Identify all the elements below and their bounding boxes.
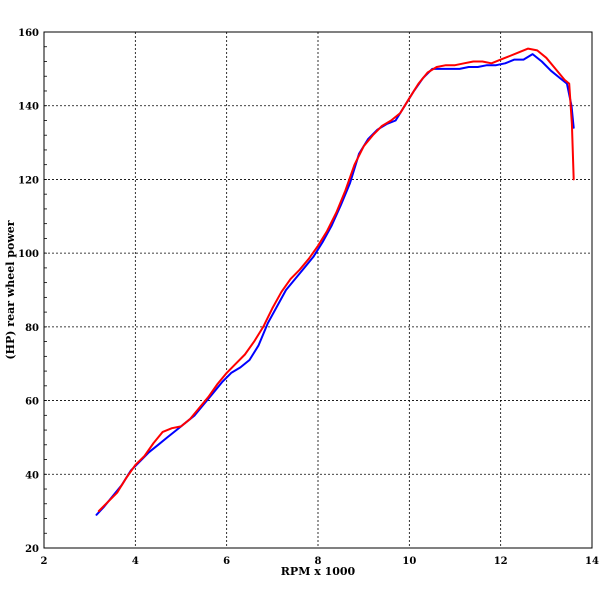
x-tick-labels: 2 4 6 8 10 12 14 — [41, 556, 599, 567]
y-axis-label: (HP) rear wheel power — [4, 220, 17, 359]
x-tick-label: 4 — [132, 556, 139, 567]
plot-frame — [43, 31, 593, 549]
x-axis-label: RPM x 1000 — [281, 565, 356, 578]
y-tick-label: 120 — [18, 175, 39, 186]
y-tick-label: 40 — [25, 470, 39, 481]
y-tick-label: 60 — [25, 397, 39, 408]
x-tick-label: 14 — [585, 556, 599, 567]
x-tick-label: 6 — [223, 556, 230, 567]
series-lines — [95, 47, 575, 516]
x-tick-label: 12 — [494, 556, 508, 567]
x-tick-label: 8 — [315, 556, 322, 567]
x-tick-label: 2 — [41, 556, 48, 567]
y-tick-label: 20 — [25, 544, 39, 555]
y-tick-label: 80 — [25, 323, 39, 334]
y-tick-labels: 20 40 60 80 100 120 140 160 — [18, 28, 39, 555]
y-tick-label: 140 — [18, 102, 39, 113]
grid-lines — [44, 31, 592, 549]
x-tick-label: 10 — [402, 556, 416, 567]
y-tick-label: 160 — [18, 28, 39, 39]
y-tick-label: 100 — [18, 249, 39, 260]
series-line-1 — [95, 53, 575, 516]
series-line-2 — [97, 47, 575, 513]
